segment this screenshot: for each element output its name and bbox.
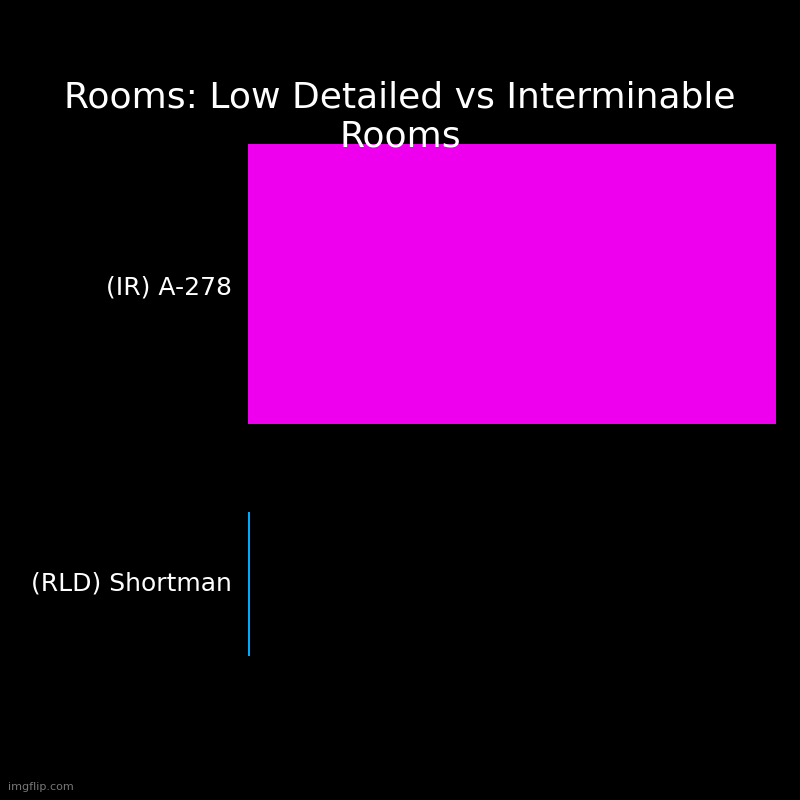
Text: imgflip.com: imgflip.com: [8, 782, 74, 792]
Bar: [248, 144, 776, 424]
Text: (RLD) Shortman: (RLD) Shortman: [31, 572, 232, 596]
Text: (IR) A-278: (IR) A-278: [106, 276, 232, 300]
Text: Rooms: Low Detailed vs Interminable
Rooms: Rooms: Low Detailed vs Interminable Room…: [64, 80, 736, 154]
Bar: [248, 512, 250, 656]
